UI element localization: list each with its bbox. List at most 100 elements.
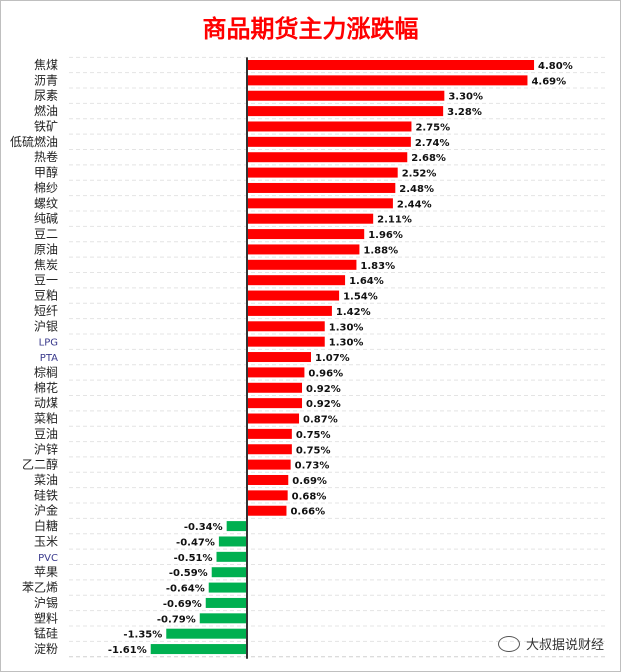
data-label: 1.54% <box>343 292 378 303</box>
bar <box>247 60 535 70</box>
chart-title: 商品期货主力涨跌幅 <box>202 14 419 43</box>
bar <box>247 106 444 117</box>
bar <box>205 597 247 608</box>
data-label: 0.92% <box>306 384 341 395</box>
category-label: 焦煤 <box>34 58 58 72</box>
category-label: 淀粉 <box>34 642 58 656</box>
data-label: 3.28% <box>447 107 482 118</box>
data-label: 2.11% <box>377 215 412 226</box>
category-label: PVC <box>38 553 58 564</box>
bar <box>247 229 365 240</box>
category-label: 低硫燃油 <box>10 134 58 149</box>
category-label: 棉纱 <box>34 181 58 195</box>
bar <box>247 198 393 209</box>
data-label: 2.74% <box>415 138 450 149</box>
category-label: 豆二 <box>34 227 58 241</box>
bar <box>247 444 292 455</box>
data-label: 1.64% <box>349 276 384 287</box>
watermark: 大叔据说财经 <box>497 634 604 653</box>
data-label: -0.69% <box>163 599 202 610</box>
bar <box>247 505 287 516</box>
data-label: 0.75% <box>296 430 331 441</box>
data-label: 3.30% <box>448 92 483 103</box>
bar <box>166 628 247 639</box>
category-label: 尿素 <box>34 89 58 103</box>
category-label: 塑料 <box>34 610 58 625</box>
data-label: 0.75% <box>296 445 331 456</box>
data-label: -0.64% <box>166 584 205 595</box>
bar <box>211 567 247 578</box>
bar <box>247 244 360 255</box>
data-label: 0.68% <box>292 491 327 502</box>
wechat-icon <box>497 635 520 652</box>
data-label: 4.69% <box>531 76 566 87</box>
data-label: 2.68% <box>411 153 446 164</box>
data-label: 1.30% <box>329 338 364 349</box>
category-label: 白糖 <box>34 518 58 533</box>
data-label: 0.69% <box>292 476 327 487</box>
bar <box>247 136 411 147</box>
category-label: 棉花 <box>34 380 58 395</box>
bar <box>247 367 305 378</box>
data-label: 1.88% <box>363 245 398 256</box>
data-label: 0.92% <box>306 399 341 410</box>
bar <box>247 490 288 501</box>
category-label: 豆一 <box>34 273 58 287</box>
bar <box>247 336 325 347</box>
data-label: -0.34% <box>184 522 223 533</box>
bar <box>247 213 374 224</box>
data-label: 0.96% <box>308 368 343 379</box>
category-label: 焦炭 <box>34 258 58 272</box>
data-label: 2.48% <box>399 184 434 195</box>
data-label: 4.80% <box>538 61 573 72</box>
category-label: 菜粕 <box>34 411 58 426</box>
data-label: 2.75% <box>415 122 450 133</box>
data-label: -0.47% <box>176 537 215 548</box>
data-label: 1.96% <box>368 230 403 241</box>
category-label: 短纤 <box>34 304 58 318</box>
bar <box>247 152 408 163</box>
category-label: 动煤 <box>34 396 58 410</box>
bar <box>218 536 247 547</box>
data-label: 2.44% <box>397 199 432 210</box>
data-label: -0.51% <box>174 553 213 564</box>
category-label: 豆粕 <box>34 288 58 303</box>
category-label: 玉米 <box>34 534 58 548</box>
category-label: 沪银 <box>34 319 58 333</box>
data-label: 0.73% <box>295 461 330 472</box>
category-label: 棕榈 <box>34 364 58 379</box>
bar <box>247 182 396 193</box>
bar <box>247 75 528 86</box>
category-label: PTA <box>40 353 58 364</box>
category-label: 菜油 <box>34 473 58 487</box>
bar <box>247 474 289 485</box>
bar <box>208 582 247 593</box>
bar <box>216 551 247 562</box>
data-label: 0.66% <box>290 507 325 518</box>
category-label: 原油 <box>34 242 58 256</box>
data-label: 1.83% <box>360 261 395 272</box>
data-label: 0.87% <box>303 415 338 426</box>
category-label: 沪金 <box>34 503 58 518</box>
category-label: 沪锌 <box>34 442 58 456</box>
data-label: -0.59% <box>169 568 208 579</box>
category-label: 乙二醇 <box>22 457 58 472</box>
category-label: 热卷 <box>34 149 58 164</box>
bar <box>247 398 303 409</box>
data-label: -0.79% <box>157 614 196 625</box>
bar <box>226 521 247 532</box>
category-label: 螺纹 <box>34 196 58 210</box>
category-label: 沪锡 <box>34 595 58 610</box>
category-label: 沥青 <box>34 73 58 87</box>
category-label: 苯乙烯 <box>22 581 58 595</box>
bar <box>247 290 340 301</box>
category-label: 硅铁 <box>34 488 58 502</box>
bar <box>247 275 346 286</box>
bar <box>247 167 398 178</box>
bar <box>247 121 412 132</box>
data-label: 1.42% <box>336 307 371 318</box>
category-label: 豆油 <box>34 427 58 441</box>
category-label: LPG <box>39 338 58 349</box>
data-label: 1.30% <box>329 322 364 333</box>
